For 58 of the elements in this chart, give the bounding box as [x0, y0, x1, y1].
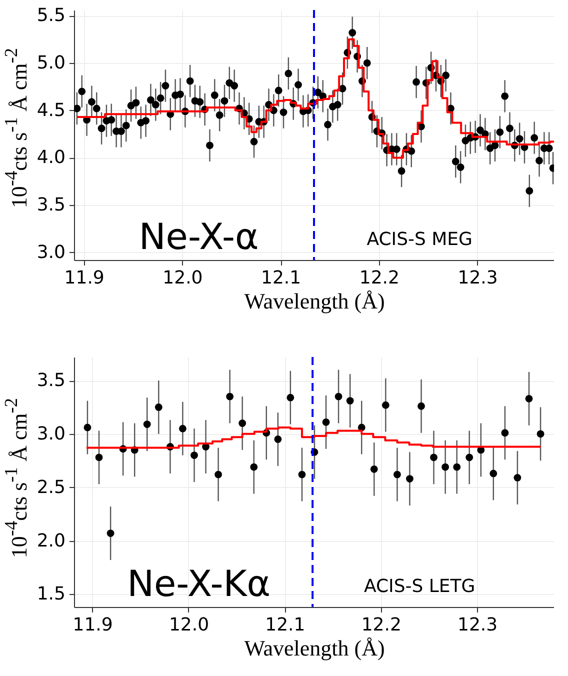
- y-tick-label: 3.0: [36, 423, 66, 444]
- x-tick-label: 12.3: [458, 614, 498, 636]
- x-tick-label: 12.3: [458, 268, 498, 288]
- point: [453, 463, 461, 471]
- point: [286, 394, 294, 402]
- y-tick-label: 3.0: [36, 242, 66, 263]
- point: [406, 475, 414, 482]
- y-tick-label: 3.5: [36, 370, 66, 392]
- annotation: ACIS-S MEG: [366, 229, 472, 250]
- point: [178, 424, 186, 432]
- point: [442, 463, 450, 471]
- point: [370, 465, 378, 473]
- point: [514, 474, 522, 482]
- annotation: Ne-X-Kα: [127, 564, 271, 605]
- x-tick-label: 12.0: [162, 268, 203, 288]
- point: [334, 392, 342, 400]
- y-tick-label: 5.5: [36, 5, 66, 26]
- point: [298, 470, 306, 478]
- point: [501, 429, 509, 437]
- point: [238, 420, 246, 427]
- point: [536, 430, 544, 438]
- point: [466, 454, 474, 462]
- x-tick-label: 12.2: [361, 614, 402, 636]
- x-axis-title: Wavelength (Å): [244, 288, 385, 314]
- point: [95, 454, 103, 462]
- x-tick-label: 12.1: [265, 614, 306, 636]
- y-tick-label: 3.5: [36, 194, 66, 216]
- point: [346, 397, 354, 405]
- point: [154, 404, 162, 411]
- point: [143, 420, 151, 428]
- x-tick-label: 11.9: [72, 614, 113, 636]
- point: [106, 530, 114, 537]
- point: [394, 470, 401, 478]
- point: [214, 470, 222, 478]
- point: [84, 424, 92, 432]
- y-tick-label: 2.0: [36, 530, 66, 552]
- y-tick-label: 1.5: [36, 584, 66, 605]
- x-tick-label: 12.1: [261, 268, 302, 288]
- x-axis-title: Wavelength (Å): [244, 636, 385, 660]
- point: [226, 392, 234, 400]
- annotation: Ne-X-α: [138, 217, 259, 258]
- point: [250, 463, 258, 471]
- y-tick-label: 4.0: [36, 147, 66, 168]
- x-tick-label: 12.2: [359, 268, 400, 288]
- y-tick-label: 2.5: [36, 476, 66, 498]
- point: [525, 394, 533, 402]
- y-tick-label: 5.0: [36, 52, 66, 74]
- point: [418, 402, 425, 410]
- x-tick-label: 11.9: [64, 268, 104, 288]
- point: [274, 436, 282, 443]
- y-tick-label: 4.5: [36, 100, 66, 121]
- point: [490, 470, 498, 478]
- annotation: ACIS-S LETG: [364, 576, 476, 597]
- point: [190, 452, 198, 459]
- point: [382, 401, 390, 409]
- x-tick-label: 12.0: [168, 614, 210, 636]
- point: [430, 454, 438, 462]
- point: [322, 418, 330, 426]
